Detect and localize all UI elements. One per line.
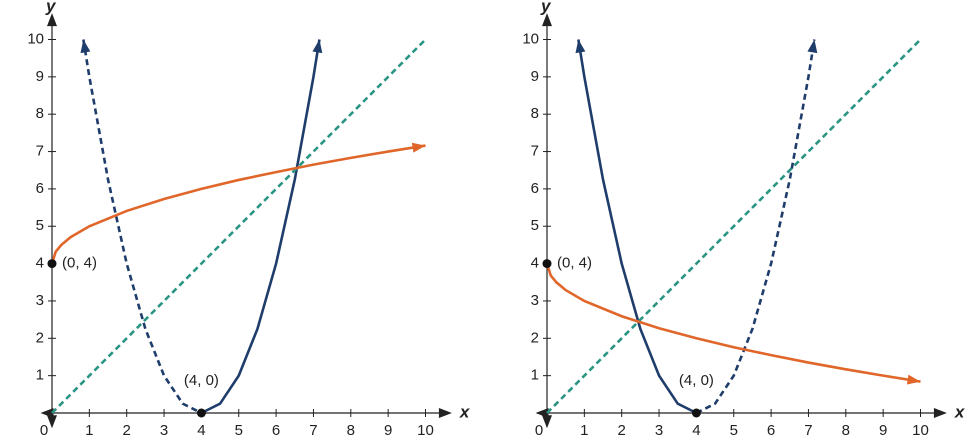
x-tick-label: 3 xyxy=(655,422,663,439)
x-tick-label: 0 xyxy=(40,422,48,439)
x-tick-label: 10 xyxy=(417,422,434,439)
x-tick-label: 2 xyxy=(123,422,131,439)
x-axis-label: x xyxy=(954,402,966,421)
x-tick-label: 1 xyxy=(85,422,93,439)
point-label: (0, 4) xyxy=(62,255,97,272)
x-tick-label: 9 xyxy=(879,422,887,439)
x-axis-label: x xyxy=(459,402,471,421)
y-tick-label: 8 xyxy=(531,105,539,122)
point xyxy=(691,408,701,418)
x-tick-label: 8 xyxy=(347,422,355,439)
y-tick-label: 4 xyxy=(531,255,539,272)
y-tick-label: 10 xyxy=(522,30,539,47)
point-label: (0, 4) xyxy=(557,255,592,272)
curve xyxy=(51,38,427,414)
arrowhead xyxy=(542,415,552,429)
arrowhead xyxy=(411,142,426,153)
y-tick-label: 8 xyxy=(36,105,44,122)
y-tick-label: 1 xyxy=(36,367,44,384)
x-tick-label: 2 xyxy=(618,422,626,439)
curve xyxy=(50,144,426,264)
y-tick-label: 2 xyxy=(531,329,539,346)
x-tick-label: 7 xyxy=(309,422,317,439)
arrowhead xyxy=(807,39,818,54)
arrowhead xyxy=(542,13,552,27)
arrowhead xyxy=(47,415,57,429)
y-tick-label: 3 xyxy=(36,292,44,309)
arrowhead xyxy=(80,39,91,54)
arrowhead xyxy=(906,374,921,385)
curve xyxy=(200,39,321,415)
y-tick-label: 3 xyxy=(531,292,539,309)
y-tick-label: 9 xyxy=(36,68,44,85)
arrowhead xyxy=(47,13,57,27)
y-tick-label: 5 xyxy=(531,217,539,234)
y-tick-label: 10 xyxy=(27,30,44,47)
arrowhead xyxy=(312,39,323,54)
y-tick-label: 7 xyxy=(36,143,44,160)
x-tick-label: 6 xyxy=(272,422,280,439)
y-tick-label: 6 xyxy=(531,180,539,197)
x-tick-label: 4 xyxy=(197,422,205,439)
x-tick-label: 5 xyxy=(235,422,243,439)
x-tick-label: 0 xyxy=(535,422,543,439)
x-tick-label: 6 xyxy=(767,422,775,439)
point-label: (4, 0) xyxy=(679,372,714,389)
y-tick-label: 4 xyxy=(36,255,44,272)
y-tick-label: 1 xyxy=(531,367,539,384)
y-axis-label: y xyxy=(540,0,552,16)
arrowhead xyxy=(933,408,947,418)
arrowhead xyxy=(438,408,452,418)
point xyxy=(542,259,552,269)
point-label: (4, 0) xyxy=(184,372,219,389)
y-tick-label: 9 xyxy=(531,68,539,85)
x-tick-label: 1 xyxy=(580,422,588,439)
x-tick-label: 7 xyxy=(804,422,812,439)
x-tick-label: 4 xyxy=(692,422,700,439)
x-tick-label: 5 xyxy=(730,422,738,439)
y-axis-label: y xyxy=(45,0,57,16)
y-tick-label: 2 xyxy=(36,329,44,346)
curve xyxy=(82,39,202,415)
x-tick-label: 10 xyxy=(912,422,929,439)
curve xyxy=(695,39,816,415)
curve xyxy=(577,39,697,415)
arrowhead xyxy=(575,39,586,54)
y-tick-label: 6 xyxy=(36,180,44,197)
curve xyxy=(546,38,922,414)
x-tick-label: 8 xyxy=(842,422,850,439)
y-tick-label: 5 xyxy=(36,217,44,234)
x-tick-label: 9 xyxy=(384,422,392,439)
x-tick-label: 3 xyxy=(160,422,168,439)
curve xyxy=(545,263,921,383)
y-tick-label: 7 xyxy=(531,143,539,160)
point xyxy=(47,259,57,269)
point xyxy=(196,408,206,418)
